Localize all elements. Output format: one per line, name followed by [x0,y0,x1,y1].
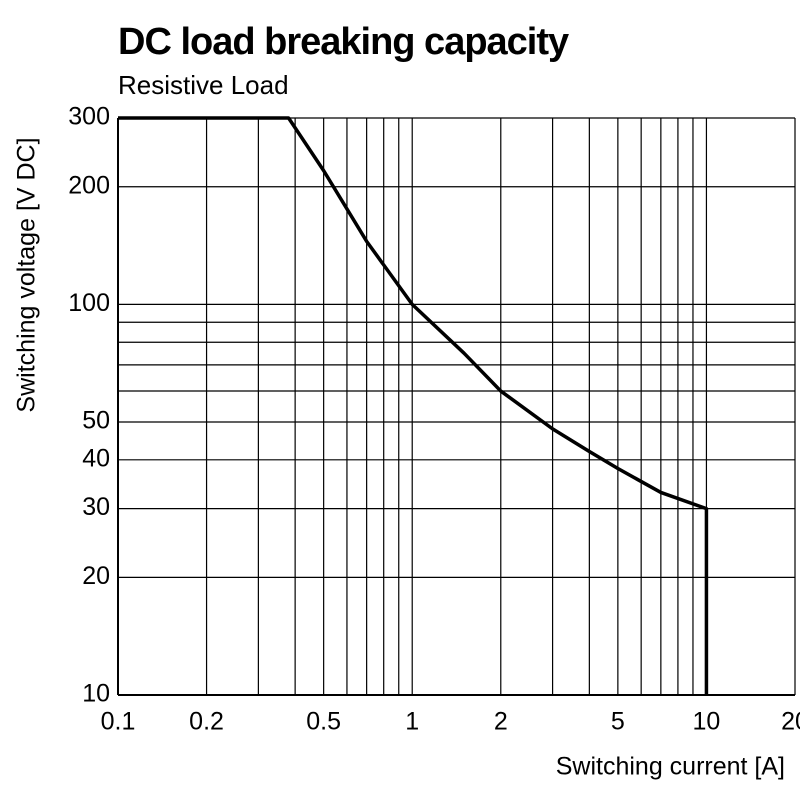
y-tick-label: 200 [68,171,110,199]
y-tick-label: 100 [68,289,110,317]
data-line [118,116,709,695]
x-axis-label: Switching current [A] [556,753,785,781]
x-tick-label: 0.5 [306,708,341,736]
chart-title: DC load breaking capacity [118,21,569,63]
y-axis-label: Switching voltage [V DC] [13,137,41,412]
x-tick-label: 10 [693,708,721,736]
x-tick-label: 1 [405,708,419,736]
x-tick-label: 5 [611,708,625,736]
y-tick-label: 30 [82,493,110,521]
y-tick-label: 20 [82,562,110,590]
x-tick-label: 20 [781,708,800,736]
chart-subtitle: Resistive Load [118,70,289,100]
y-tick-label: 50 [82,407,110,435]
x-tick-label: 0.1 [101,708,136,736]
x-tick-label: 2 [494,708,508,736]
y-tick-label: 40 [82,444,110,472]
y-tick-label: 300 [68,103,110,131]
x-tick-label: 0.2 [189,708,224,736]
y-tick-label: 10 [82,680,110,708]
